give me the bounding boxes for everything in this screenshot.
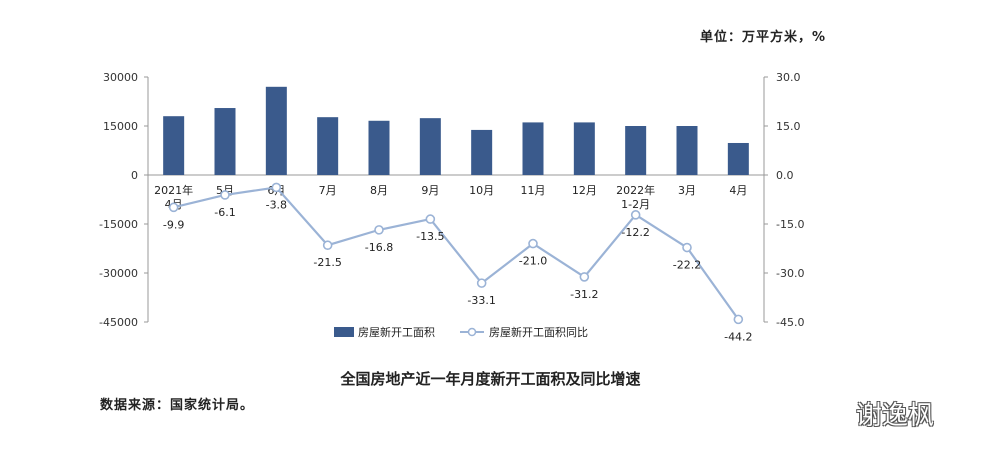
bar bbox=[265, 86, 287, 175]
right-tick-label: 30.0 bbox=[776, 71, 801, 84]
right-tick-label: 15.0 bbox=[776, 120, 801, 133]
data-label: -22.2 bbox=[673, 259, 701, 272]
bar bbox=[471, 129, 493, 175]
right-axis-ticks: 30.0 15.0 0.0 -15.0 -30.0 -45.0 bbox=[764, 71, 804, 329]
line-point bbox=[425, 214, 436, 224]
left-tick-label: -15000 bbox=[99, 218, 138, 231]
bar bbox=[163, 116, 185, 175]
data-label: -13.5 bbox=[416, 230, 444, 243]
bar-series bbox=[163, 86, 749, 175]
right-tick-label: -30.0 bbox=[776, 267, 804, 280]
legend-line-marker bbox=[467, 327, 477, 337]
bar bbox=[419, 118, 441, 175]
bar bbox=[317, 117, 339, 175]
data-label: -21.0 bbox=[519, 255, 547, 268]
legend: 房屋新开工面积 房屋新开工面积同比 bbox=[334, 325, 588, 339]
bar bbox=[214, 108, 236, 175]
data-label: -44.2 bbox=[724, 330, 752, 343]
line-point bbox=[168, 202, 179, 213]
data-label: -16.8 bbox=[365, 241, 393, 254]
right-tick-label: -15.0 bbox=[776, 218, 804, 231]
bar bbox=[625, 126, 647, 175]
line-point bbox=[579, 272, 590, 282]
legend-line-label: 房屋新开工面积同比 bbox=[489, 325, 588, 339]
yoy-line bbox=[173, 186, 740, 321]
legend-bar-label: 房屋新开工面积 bbox=[358, 325, 435, 339]
category-label: 10月 bbox=[469, 184, 494, 197]
line-point bbox=[528, 238, 538, 249]
right-tick-label: 0.0 bbox=[776, 169, 794, 182]
right-tick-label: -45.0 bbox=[776, 316, 804, 329]
data-label: -6.1 bbox=[214, 206, 235, 219]
category-label: 2022年 1-2月 bbox=[616, 183, 655, 211]
bar bbox=[676, 126, 698, 175]
data-label: -21.5 bbox=[313, 256, 341, 269]
category-label: 11月 bbox=[521, 184, 546, 197]
bar bbox=[368, 120, 390, 175]
bar bbox=[573, 122, 595, 175]
line-point bbox=[374, 225, 384, 235]
bar bbox=[727, 142, 749, 175]
bar bbox=[522, 122, 544, 175]
line-point bbox=[476, 278, 487, 288]
line-point bbox=[322, 240, 333, 251]
data-label: -31.2 bbox=[570, 288, 598, 301]
left-tick-label: -30000 bbox=[99, 267, 138, 280]
left-tick-label: -45000 bbox=[99, 316, 138, 329]
data-label: -12.2 bbox=[621, 226, 649, 239]
left-tick-label: 15000 bbox=[103, 120, 138, 133]
watermark: 谢逸枫 bbox=[856, 401, 935, 431]
left-axis-ticks: 30000 15000 0 -15000 -30000 -45000 bbox=[99, 71, 148, 329]
left-tick-label: 30000 bbox=[103, 71, 138, 84]
category-label: 7月 bbox=[319, 184, 337, 197]
line-point bbox=[733, 314, 744, 325]
line-point bbox=[271, 182, 282, 193]
left-tick-label: 0 bbox=[131, 169, 138, 182]
data-label: -9.9 bbox=[163, 218, 184, 231]
category-label: 4月 bbox=[729, 184, 747, 197]
category-label: 3月 bbox=[678, 184, 696, 197]
line-point bbox=[220, 190, 230, 200]
legend-bar-swatch bbox=[334, 327, 354, 337]
line-point bbox=[630, 210, 641, 220]
chart-caption: 全国房地产近一年月度新开工面积及同比增速 bbox=[340, 370, 641, 388]
line-point bbox=[682, 242, 692, 253]
data-source: 数据来源：国家统计局。 bbox=[100, 398, 255, 413]
data-label: -33.1 bbox=[467, 294, 495, 307]
category-label: 8月 bbox=[370, 184, 388, 197]
line-series: -9.9 -6.1 -3.8 -21.5 -16.8 -13.5 -33.1 -21.0 -31… bbox=[163, 182, 753, 343]
category-label: 12月 bbox=[572, 184, 597, 197]
data-label: -3.8 bbox=[266, 198, 287, 211]
category-label: 9月 bbox=[421, 184, 439, 197]
unit-label: 单位：万平方米，% bbox=[700, 30, 827, 45]
